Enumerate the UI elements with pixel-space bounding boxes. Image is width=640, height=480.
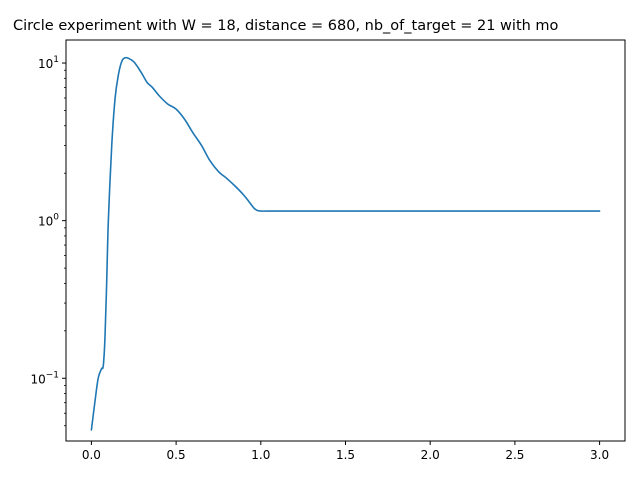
x-tick-label: 1.5 bbox=[336, 448, 355, 462]
axes-frame bbox=[65, 39, 626, 442]
x-tick-label: 2.0 bbox=[421, 448, 440, 462]
y-tick-exponent: 1 bbox=[53, 55, 59, 65]
plot-layer bbox=[90, 56, 601, 431]
y-tick-base: 10 bbox=[38, 215, 53, 229]
y-tick-exponent: −1 bbox=[46, 370, 59, 380]
y-tick-label: 10−1 bbox=[30, 370, 59, 386]
y-tick-label: 101 bbox=[38, 55, 59, 71]
x-tick-label: 0.5 bbox=[167, 448, 186, 462]
y-tick-base: 10 bbox=[38, 57, 53, 71]
x-tick-label: 2.5 bbox=[505, 448, 524, 462]
x-tick-label: 0.0 bbox=[82, 448, 101, 462]
y-tick-label: 100 bbox=[38, 213, 59, 229]
series-line bbox=[90, 56, 601, 431]
x-tick-label: 1.0 bbox=[251, 448, 270, 462]
y-tick-exponent: 0 bbox=[53, 213, 59, 223]
y-tick-base: 10 bbox=[30, 372, 45, 386]
x-tick-label: 3.0 bbox=[590, 448, 609, 462]
chart-title: Circle experiment with W = 18, distance … bbox=[13, 18, 559, 34]
